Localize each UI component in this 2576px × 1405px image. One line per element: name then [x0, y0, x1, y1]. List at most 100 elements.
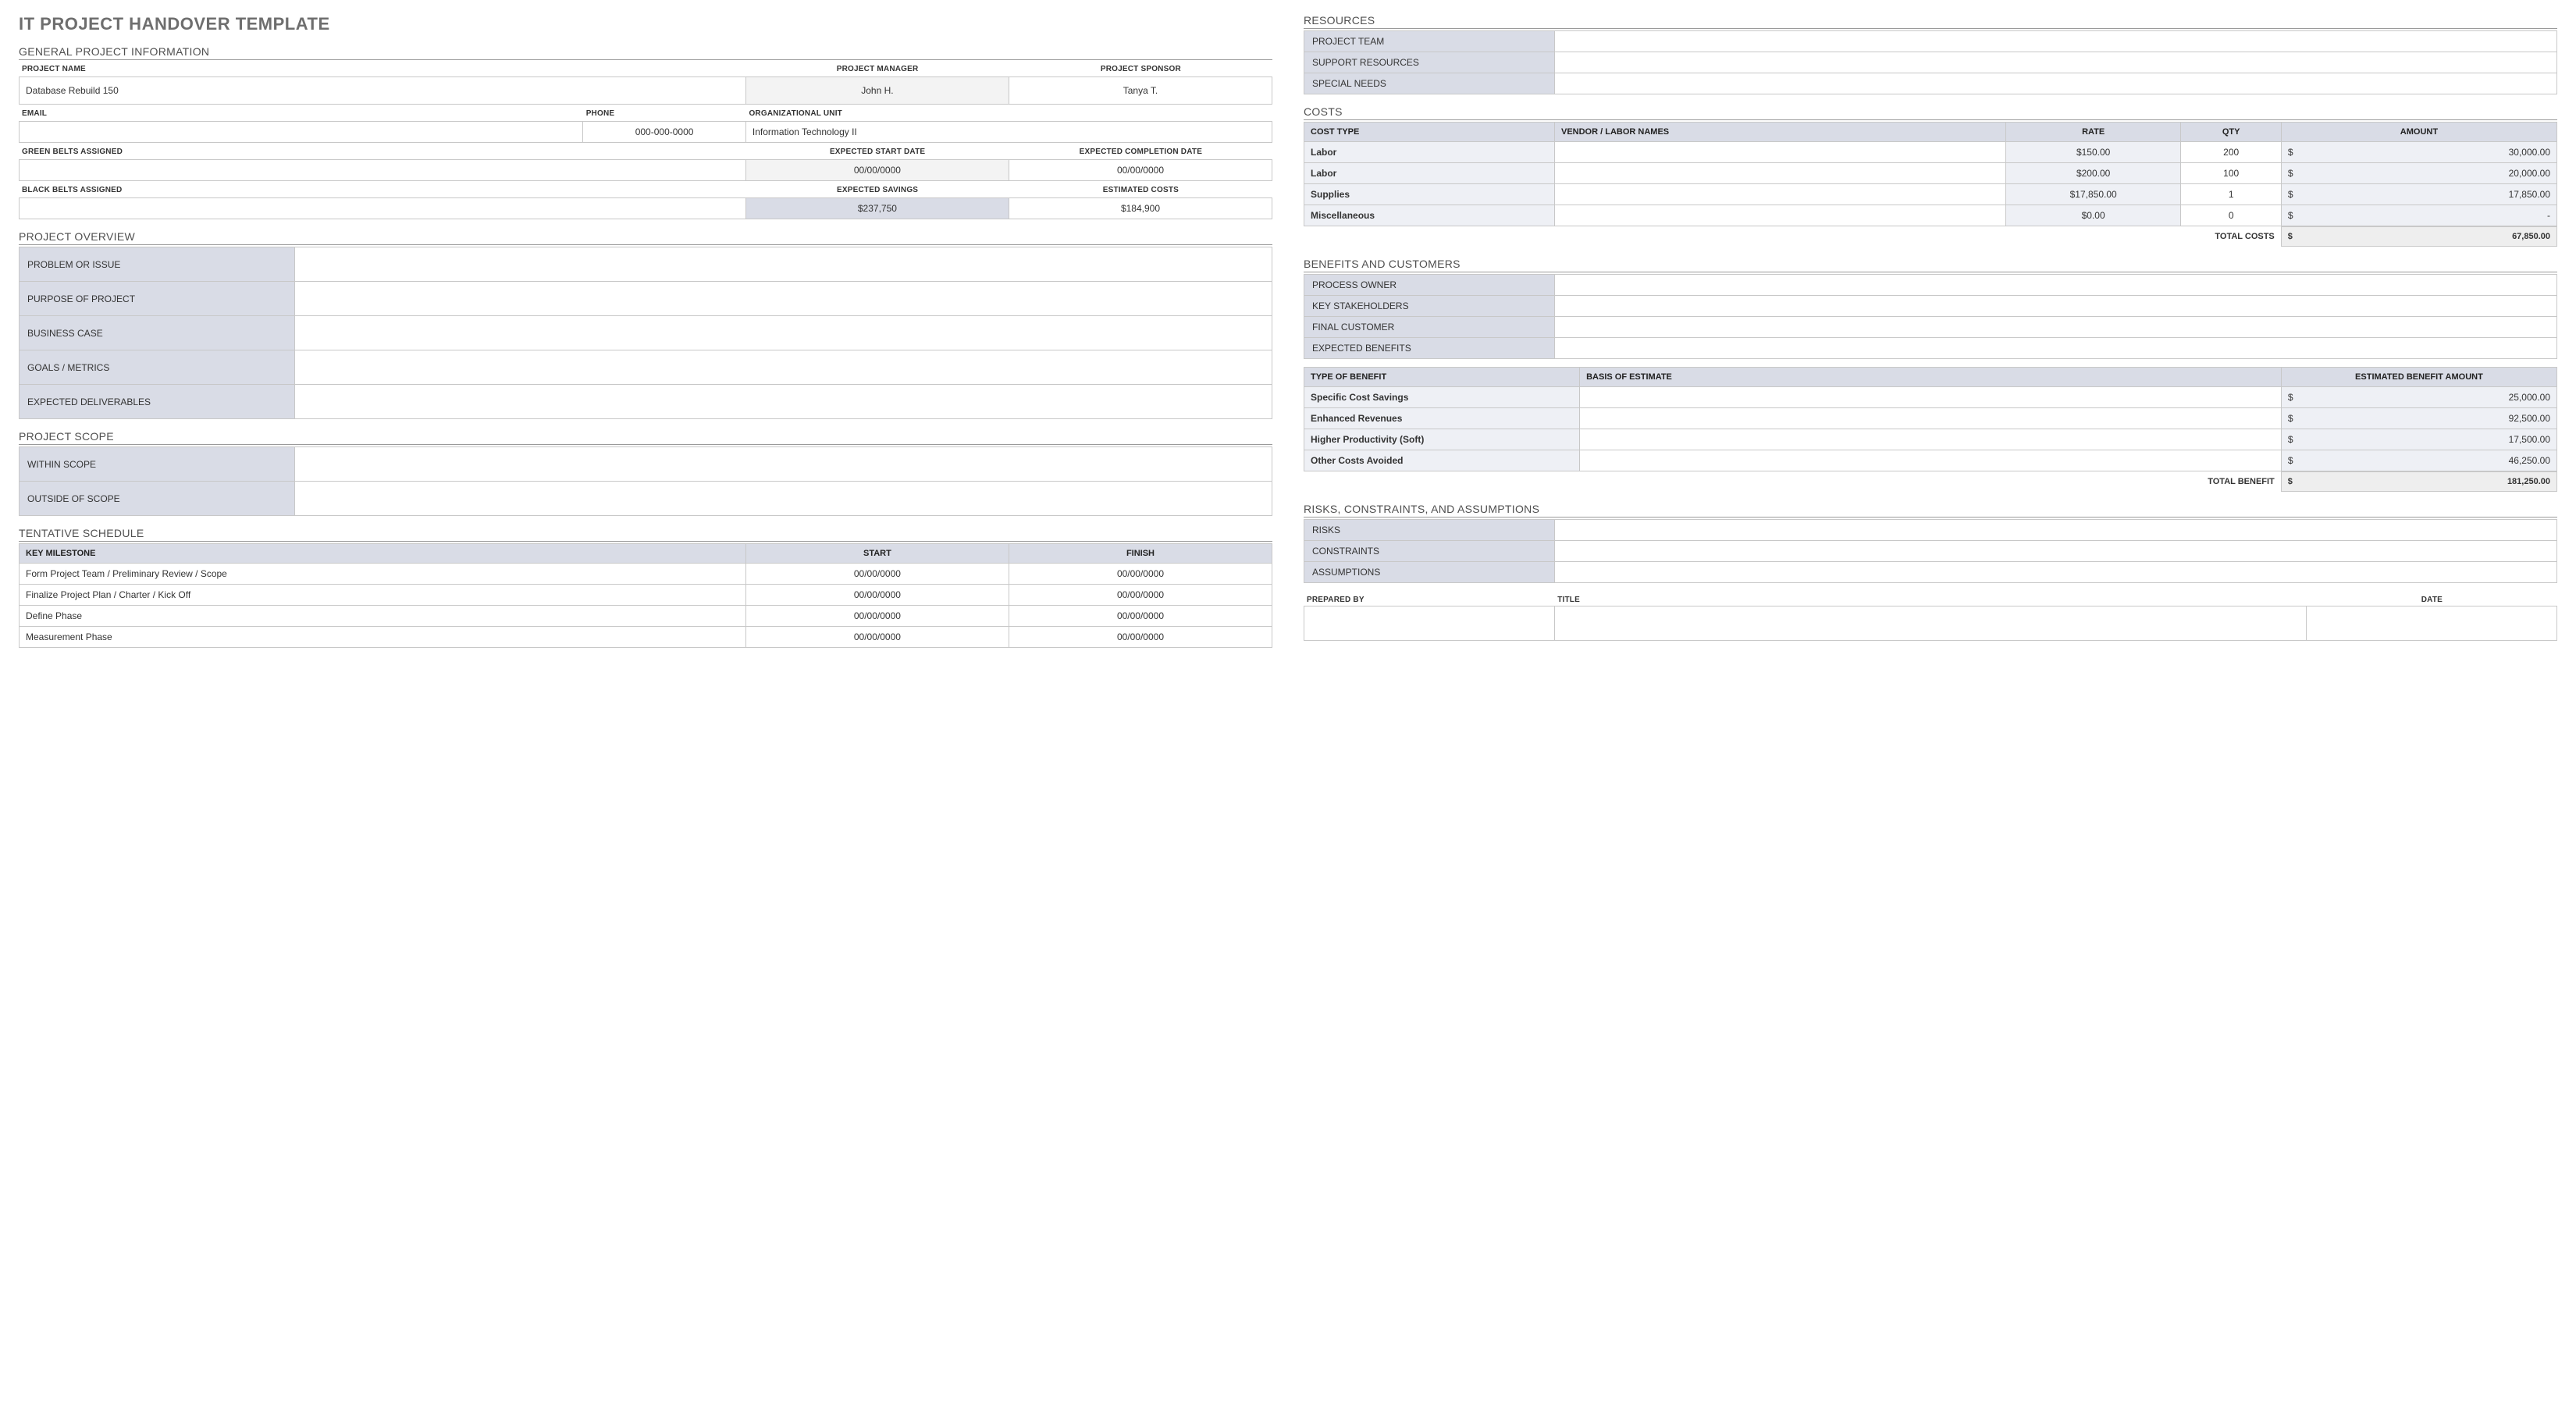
row-value[interactable] [295, 247, 1272, 282]
benefit-amount-cell: $17,500.00 [2281, 429, 2556, 450]
finish-cell[interactable]: 00/00/0000 [1009, 627, 1272, 648]
finish-cell[interactable]: 00/00/0000 [1009, 585, 1272, 606]
amount-cell: $- [2281, 205, 2556, 226]
row-label: SUPPORT RESOURCES [1304, 52, 1555, 73]
rate-cell[interactable]: $0.00 [2005, 205, 2181, 226]
row-label: PROCESS OWNER [1304, 275, 1555, 296]
row-value[interactable] [295, 447, 1272, 482]
row-value[interactable] [1555, 541, 2557, 562]
general-row2-values: 000-000-0000 Information Technology II [19, 121, 1272, 143]
left-column: IT PROJECT HANDOVER TEMPLATE GENERAL PRO… [19, 14, 1272, 648]
rate-cell[interactable]: $200.00 [2005, 163, 2181, 184]
row-value[interactable] [295, 350, 1272, 385]
vendor-cell[interactable] [1555, 205, 2006, 226]
row-value[interactable] [295, 482, 1272, 516]
row-value[interactable] [1555, 520, 2557, 541]
value-est-costs[interactable]: $184,900 [1009, 198, 1272, 219]
row-value[interactable] [1555, 31, 2557, 52]
row-value[interactable] [295, 385, 1272, 419]
start-cell[interactable]: 00/00/0000 [745, 606, 1009, 627]
vendor-cell[interactable] [1555, 184, 2006, 205]
col-cost-type: COST TYPE [1304, 123, 1555, 142]
col-benefit-amount: ESTIMATED BENEFIT AMOUNT [2281, 368, 2556, 387]
benefit-type-cell[interactable]: Other Costs Avoided [1304, 450, 1580, 471]
cost-type-cell[interactable]: Supplies [1304, 184, 1555, 205]
value-exp-start[interactable]: 00/00/0000 [745, 160, 1009, 181]
amount-cell: $20,000.00 [2281, 163, 2556, 184]
benefits-total-row: TOTAL BENEFIT $181,250.00 [1304, 471, 2557, 492]
row-value[interactable] [1555, 562, 2557, 583]
qty-cell[interactable]: 200 [2181, 142, 2281, 163]
label-project-sponsor: PROJECT SPONSOR [1009, 63, 1272, 75]
value-phone[interactable]: 000-000-0000 [583, 122, 746, 143]
row-value[interactable] [1555, 73, 2557, 94]
row-value[interactable] [295, 282, 1272, 316]
benefit-amount-cell: $92,500.00 [2281, 408, 2556, 429]
value-project-sponsor[interactable]: Tanya T. [1009, 77, 1272, 105]
benefit-type-cell[interactable]: Enhanced Revenues [1304, 408, 1580, 429]
vendor-cell[interactable] [1555, 142, 2006, 163]
qty-cell[interactable]: 0 [2181, 205, 2281, 226]
qty-cell[interactable]: 1 [2181, 184, 2281, 205]
finish-cell[interactable]: 00/00/0000 [1009, 606, 1272, 627]
value-email[interactable] [20, 122, 583, 143]
value-project-manager[interactable]: John H. [745, 77, 1009, 105]
start-cell[interactable]: 00/00/0000 [745, 627, 1009, 648]
general-row1-labels: PROJECT NAME PROJECT MANAGER PROJECT SPO… [19, 63, 1272, 75]
label-date: DATE [2307, 594, 2557, 606]
table-row: Specific Cost Savings$25,000.00 [1304, 387, 2557, 408]
basis-cell[interactable] [1580, 450, 2282, 471]
row-value[interactable] [1555, 317, 2557, 338]
value-project-name[interactable]: Database Rebuild 150 [20, 77, 746, 105]
section-schedule: TENTATIVE SCHEDULE [19, 527, 1272, 542]
basis-cell[interactable] [1580, 408, 2282, 429]
amount-cell: $17,850.00 [2281, 184, 2556, 205]
value-prepared-by[interactable] [1304, 606, 1555, 641]
row-label: RISKS [1304, 520, 1555, 541]
row-value[interactable] [1555, 338, 2557, 359]
cost-type-cell[interactable]: Labor [1304, 163, 1555, 184]
col-vendor: VENDOR / LABOR NAMES [1555, 123, 2006, 142]
value-exp-savings[interactable]: $237,750 [745, 198, 1009, 219]
general-row3-labels: GREEN BELTS ASSIGNED EXPECTED START DATE… [19, 146, 1272, 158]
value-title[interactable] [1555, 606, 2307, 641]
table-row: Supplies $17,850.001$17,850.00 [1304, 184, 2557, 205]
vendor-cell[interactable] [1555, 163, 2006, 184]
value-exp-complete[interactable]: 00/00/0000 [1009, 160, 1272, 181]
value-green-belts[interactable] [20, 160, 746, 181]
row-value[interactable] [1555, 296, 2557, 317]
benefit-type-cell[interactable]: Higher Productivity (Soft) [1304, 429, 1580, 450]
finish-cell[interactable]: 00/00/0000 [1009, 564, 1272, 585]
table-row: Labor$150.00200$30,000.00 [1304, 142, 2557, 163]
benefits-table: TYPE OF BENEFIT BASIS OF ESTIMATE ESTIMA… [1304, 367, 2557, 471]
milestone-cell[interactable]: Finalize Project Plan / Charter / Kick O… [20, 585, 746, 606]
right-column: RESOURCES PROJECT TEAMSUPPORT RESOURCESS… [1304, 14, 2557, 648]
rate-cell[interactable]: $150.00 [2005, 142, 2181, 163]
basis-cell[interactable] [1580, 429, 2282, 450]
label-project-name: PROJECT NAME [19, 63, 745, 75]
row-label: ASSUMPTIONS [1304, 562, 1555, 583]
label-green-belts: GREEN BELTS ASSIGNED [19, 146, 745, 158]
milestone-cell[interactable]: Form Project Team / Preliminary Review /… [20, 564, 746, 585]
qty-cell[interactable]: 100 [2181, 163, 2281, 184]
benefit-type-cell[interactable]: Specific Cost Savings [1304, 387, 1580, 408]
row-value[interactable] [295, 316, 1272, 350]
basis-cell[interactable] [1580, 387, 2282, 408]
rate-cell[interactable]: $17,850.00 [2005, 184, 2181, 205]
milestone-cell[interactable]: Define Phase [20, 606, 746, 627]
value-date[interactable] [2307, 606, 2557, 641]
start-cell[interactable]: 00/00/0000 [745, 564, 1009, 585]
value-black-belts[interactable] [20, 198, 746, 219]
milestone-cell[interactable]: Measurement Phase [20, 627, 746, 648]
value-org-unit[interactable]: Information Technology II [745, 122, 1272, 143]
risks-table: RISKSCONSTRAINTSASSUMPTIONS [1304, 519, 2557, 583]
cost-type-cell[interactable]: Miscellaneous [1304, 205, 1555, 226]
row-value[interactable] [1555, 52, 2557, 73]
row-label: BUSINESS CASE [20, 316, 295, 350]
section-overview: PROJECT OVERVIEW [19, 230, 1272, 245]
start-cell[interactable]: 00/00/0000 [745, 585, 1009, 606]
row-label: GOALS / METRICS [20, 350, 295, 385]
cost-type-cell[interactable]: Labor [1304, 142, 1555, 163]
row-value[interactable] [1555, 275, 2557, 296]
general-row4-values: $237,750 $184,900 [19, 197, 1272, 219]
